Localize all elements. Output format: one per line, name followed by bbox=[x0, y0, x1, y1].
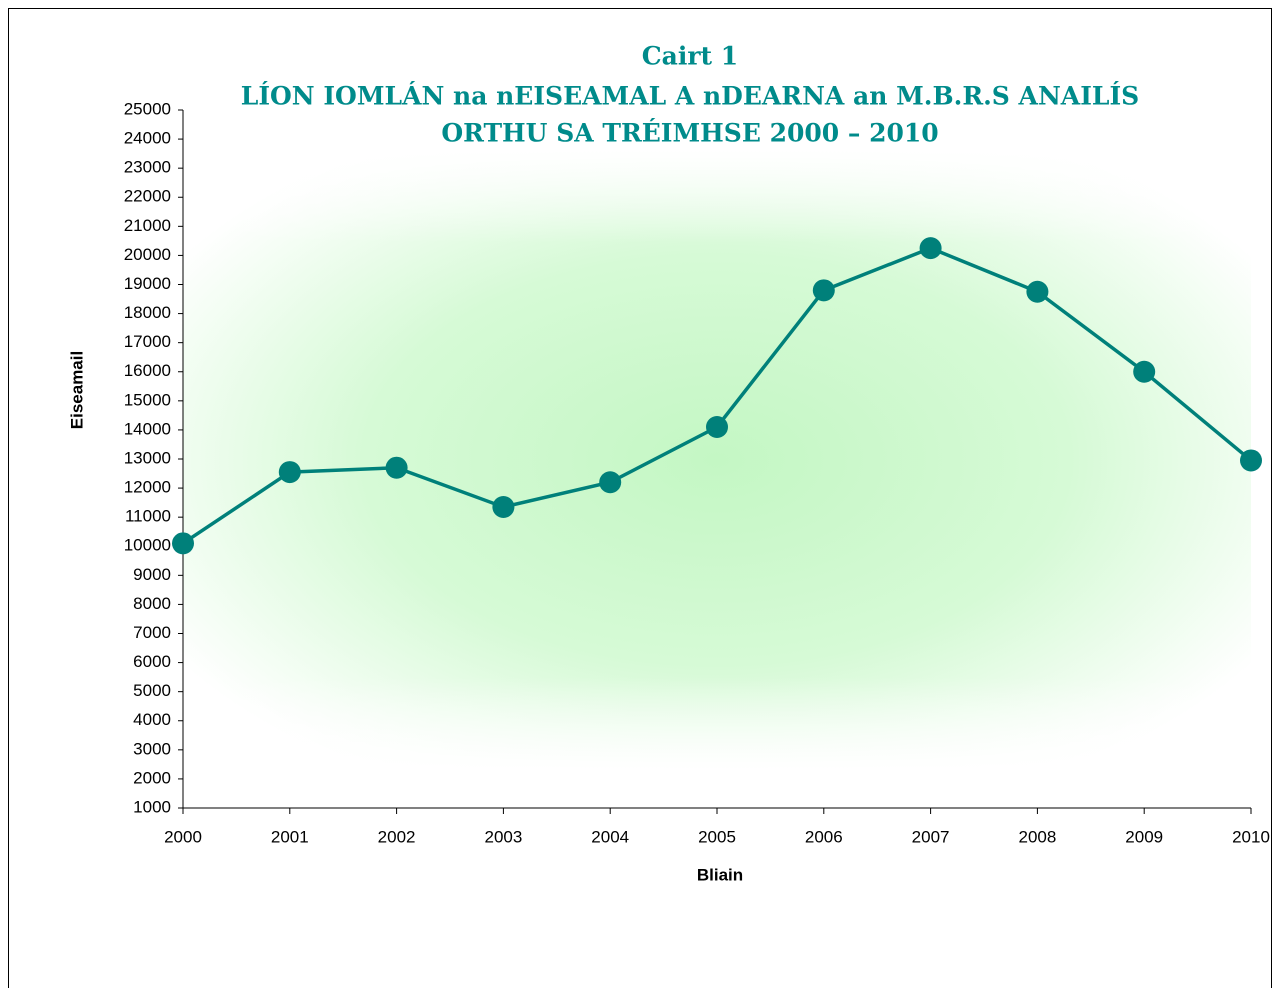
point bbox=[278, 461, 301, 484]
point bbox=[385, 456, 408, 479]
point bbox=[599, 471, 622, 494]
y-tick-label: 9000 bbox=[133, 565, 171, 584]
y-tick-label: 6000 bbox=[133, 652, 171, 671]
y-tick-label: 10000 bbox=[124, 536, 171, 555]
y-tick-label: 19000 bbox=[124, 274, 171, 293]
x-tick-label: 2002 bbox=[378, 827, 416, 846]
y-tick-label: 23000 bbox=[124, 158, 171, 177]
y-tick-label: 25000 bbox=[124, 99, 171, 118]
chart-title: ORTHU SA TRÉIMHSE 2000 – 2010 bbox=[441, 119, 938, 148]
point bbox=[1026, 280, 1049, 303]
point bbox=[1133, 360, 1156, 383]
x-tick-label: 2008 bbox=[1018, 827, 1056, 846]
x-tick-label: 2004 bbox=[591, 827, 629, 846]
x-tick-label: 2009 bbox=[1125, 827, 1163, 846]
chart-title: Cairt 1 bbox=[642, 42, 738, 71]
x-axis-title: Bliain bbox=[697, 865, 743, 884]
y-tick-label: 1000 bbox=[133, 797, 171, 816]
y-tick-label: 12000 bbox=[124, 478, 171, 497]
x-tick-label: 2000 bbox=[164, 827, 202, 846]
y-tick-label: 13000 bbox=[124, 448, 171, 467]
y-tick-label: 11000 bbox=[125, 507, 171, 526]
y-tick-label: 2000 bbox=[133, 768, 171, 787]
point bbox=[1240, 449, 1262, 472]
y-tick-label: 3000 bbox=[133, 739, 171, 758]
x-tick-label: 2007 bbox=[912, 827, 950, 846]
point bbox=[492, 495, 515, 518]
chart-title: LÍON IOMLÁN na nEISEAMAL A nDEARNA an M.… bbox=[241, 82, 1139, 111]
y-tick-label: 7000 bbox=[133, 623, 171, 642]
y-tick-label: 8000 bbox=[133, 594, 171, 613]
plot-fade bbox=[183, 150, 1251, 770]
point bbox=[812, 279, 835, 302]
x-tick-label: 2003 bbox=[484, 827, 522, 846]
y-tick-label: 17000 bbox=[124, 332, 171, 351]
x-tick-label: 2001 bbox=[271, 827, 309, 846]
y-tick-label: 21000 bbox=[124, 216, 171, 235]
y-tick-label: 15000 bbox=[124, 390, 171, 409]
y-tick-label: 24000 bbox=[124, 129, 171, 148]
point bbox=[919, 237, 942, 260]
point bbox=[172, 532, 194, 555]
y-tick-label: 16000 bbox=[124, 361, 171, 380]
y-tick-label: 14000 bbox=[124, 419, 171, 438]
y-tick-label: 20000 bbox=[124, 245, 171, 264]
y-tick-label: 5000 bbox=[133, 681, 171, 700]
y-axis-title: Eiseamail bbox=[67, 351, 86, 429]
x-tick-label: 2005 bbox=[698, 827, 736, 846]
y-tick-label: 18000 bbox=[124, 303, 171, 322]
x-tick-label: 2006 bbox=[805, 827, 843, 846]
y-tick-label: 22000 bbox=[124, 187, 171, 206]
x-tick-label: 2010 bbox=[1232, 827, 1270, 846]
point bbox=[706, 416, 728, 439]
y-tick-label: 4000 bbox=[133, 710, 171, 729]
